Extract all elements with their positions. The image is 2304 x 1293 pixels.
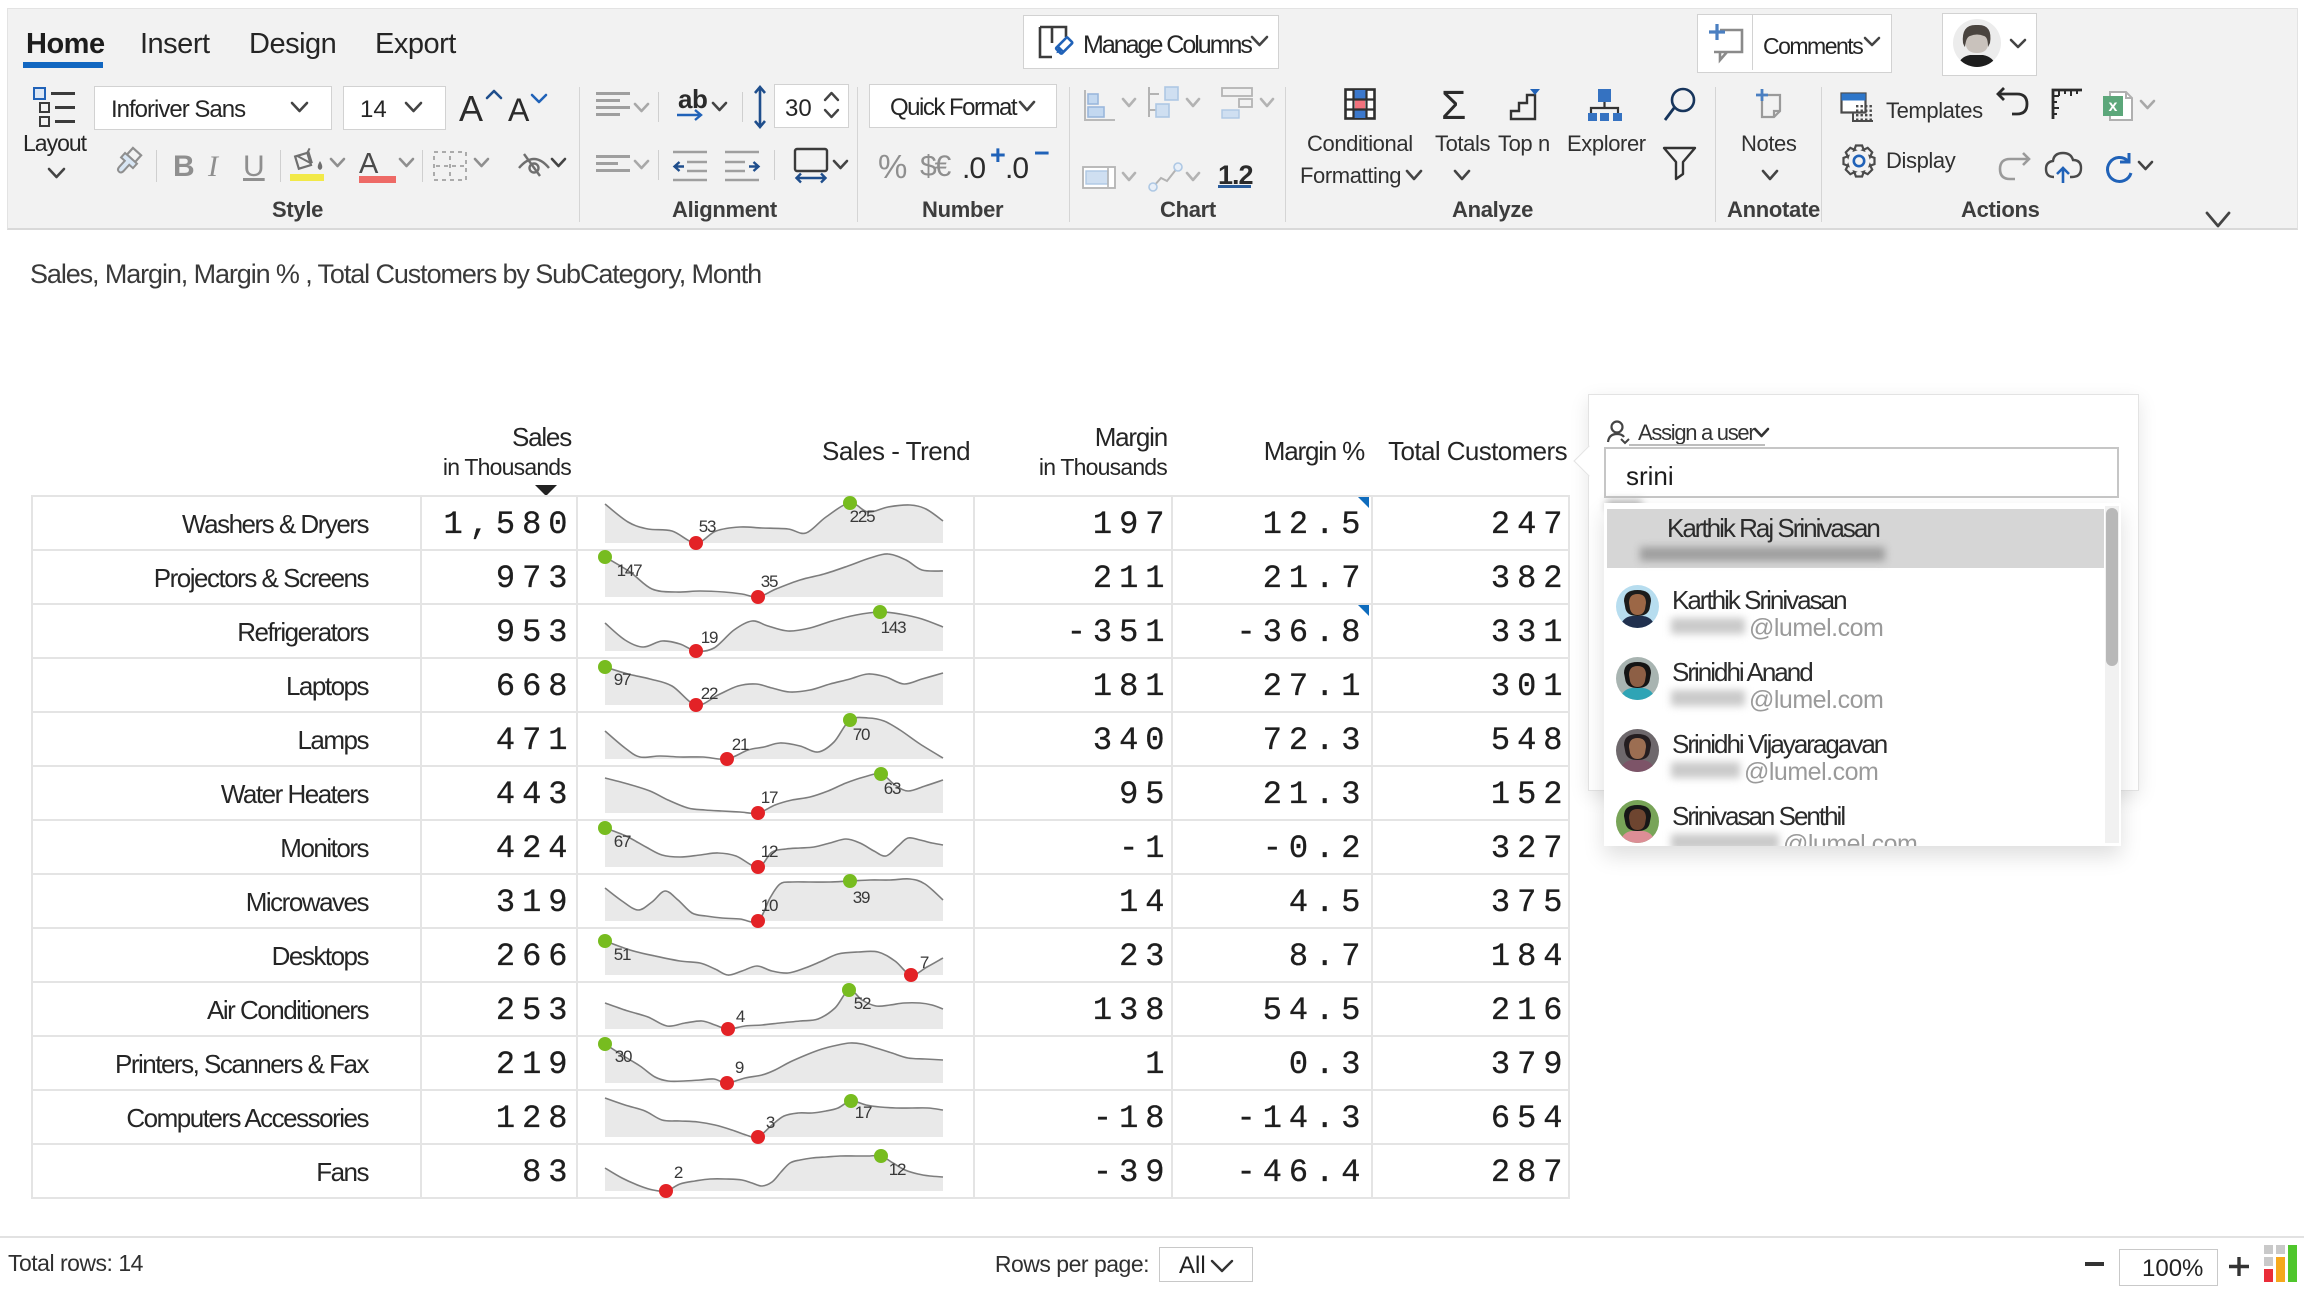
svg-text:x: x <box>2109 98 2118 115</box>
